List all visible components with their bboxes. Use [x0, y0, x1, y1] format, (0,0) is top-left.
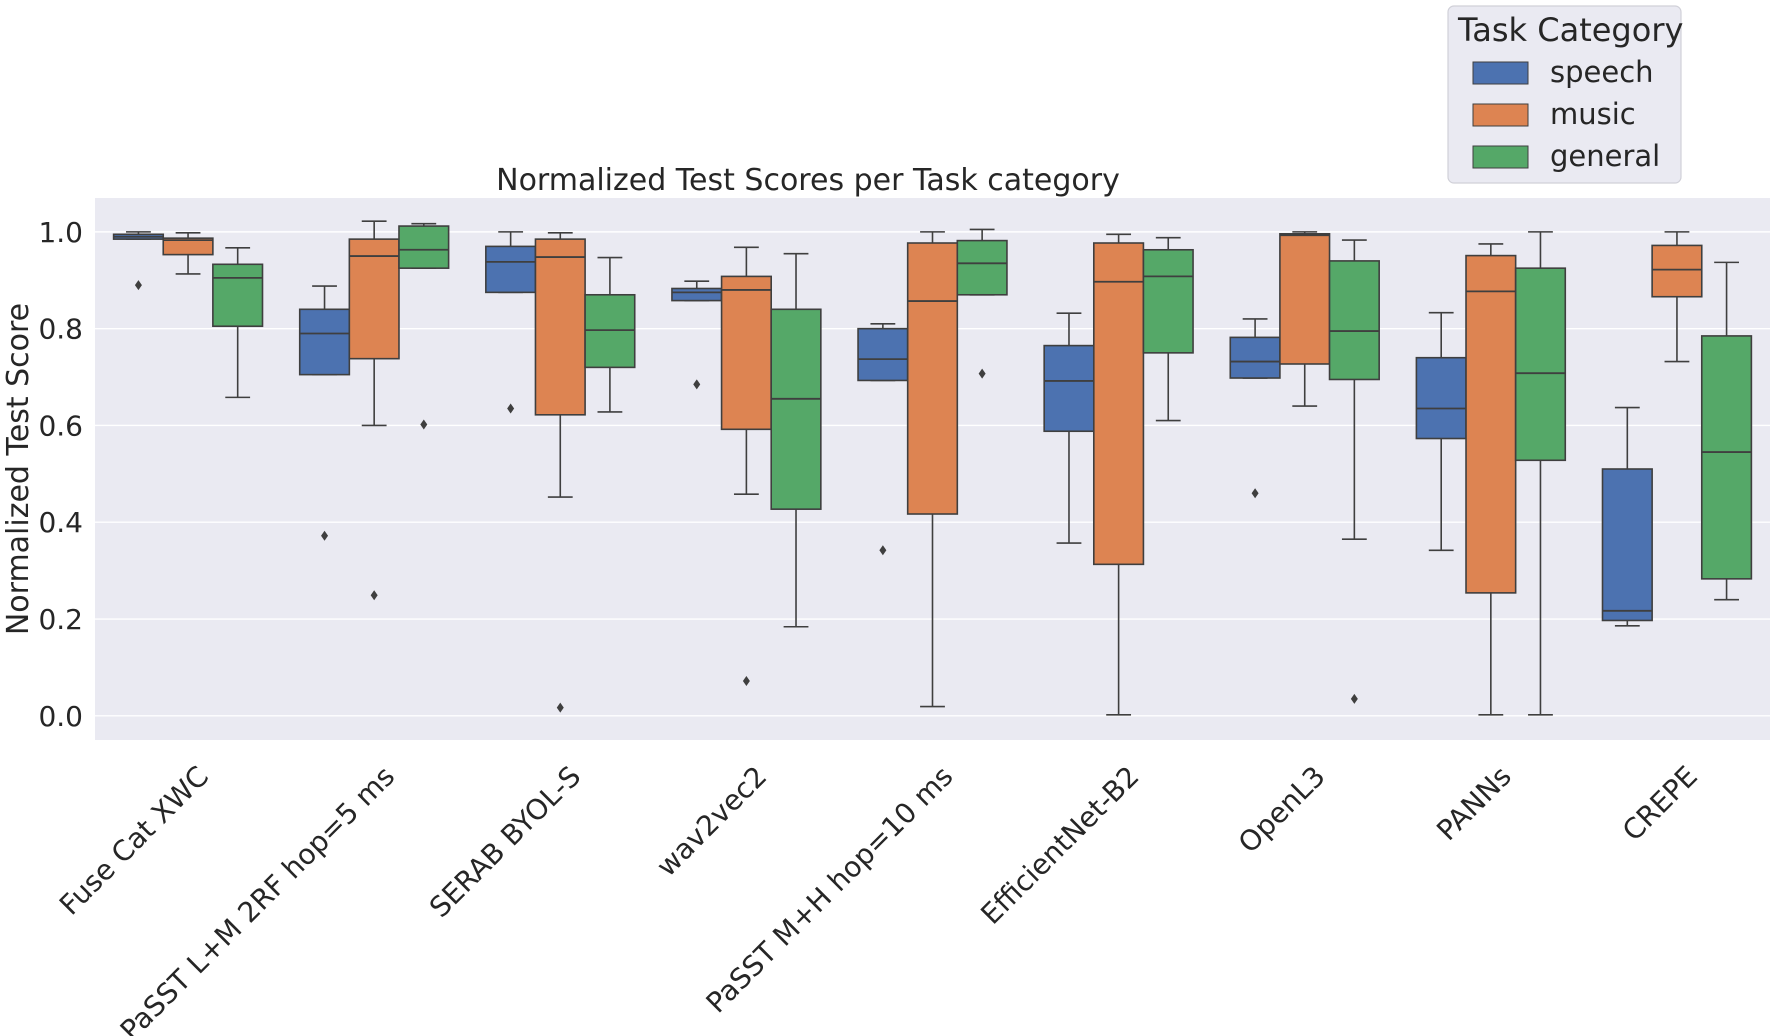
box-general [584, 256, 636, 413]
x-category-label: EfficientNet-B2 [974, 760, 1145, 931]
outlier-point [693, 379, 701, 390]
box-iqr [1043, 344, 1095, 433]
box-music [720, 246, 773, 686]
y-tick-label: 0.4 [38, 506, 83, 539]
box-iqr [1279, 233, 1331, 365]
x-category-label: Fuse Cat XWC [53, 760, 215, 922]
outlier-point [556, 702, 564, 713]
box-iqr [720, 275, 773, 431]
box-iqr [298, 308, 351, 376]
outlier-point [742, 675, 750, 686]
box-general [1142, 236, 1194, 422]
box-iqr [1700, 335, 1753, 580]
box-iqr [857, 327, 909, 382]
box-general [398, 222, 450, 430]
x-category-label: OpenL3 [1232, 760, 1332, 860]
legend: Task Category speech music general [1447, 5, 1683, 184]
box-music [1092, 233, 1145, 716]
box-speech [857, 323, 909, 556]
box-iqr [534, 238, 586, 416]
box-speech [1043, 312, 1095, 544]
box-iqr [1651, 244, 1703, 298]
box-music [906, 231, 959, 708]
box-general [1328, 239, 1380, 704]
box-iqr [1465, 254, 1517, 594]
outlier-point [321, 530, 329, 541]
x-category-label: CREPE [1616, 760, 1704, 848]
box-speech [1601, 406, 1653, 627]
y-tick-label: 0.6 [38, 409, 83, 442]
box-iqr [1092, 242, 1145, 566]
y-tick-label: 1.0 [38, 216, 83, 249]
legend-swatch-general [1472, 145, 1529, 169]
y-tick-label: 0.0 [38, 700, 83, 733]
chart-title: Normalized Test Scores per Task category [496, 163, 1120, 198]
y-tick-label: 0.8 [38, 313, 83, 346]
box-speech [1415, 311, 1467, 552]
legend-frame [1447, 5, 1682, 184]
box-speech [485, 231, 537, 414]
legend-swatch-music [1472, 103, 1529, 127]
box-iqr [770, 308, 822, 510]
box-iqr [1142, 248, 1194, 354]
x-category-label: SERAB BYOL-S [423, 760, 587, 924]
box-music [1279, 231, 1331, 407]
y-axis-title: Normalized Test Score [1, 303, 36, 635]
box-general [1700, 261, 1753, 601]
box-music [1651, 231, 1703, 363]
outlier-point [879, 545, 887, 556]
outlier-point [370, 590, 378, 601]
x-category-label: PANNs [1430, 760, 1517, 847]
box-iqr [1514, 267, 1567, 462]
box-iqr [1415, 356, 1467, 440]
y-tick-label: 0.2 [38, 603, 83, 636]
box-music [534, 232, 586, 713]
box-speech [1229, 318, 1281, 499]
legend-label-general: general [1550, 139, 1660, 173]
box-general [956, 228, 1008, 379]
outlier-point [978, 368, 986, 379]
box-iqr [584, 293, 636, 369]
box-iqr [162, 237, 214, 256]
box-speech [298, 285, 351, 541]
box-iqr [956, 239, 1008, 296]
outlier-point [420, 419, 428, 430]
box-iqr [1601, 468, 1653, 622]
outlier-point [1251, 488, 1259, 499]
outlier-point [1350, 693, 1358, 704]
outlier-point [507, 403, 515, 414]
legend-label-speech: speech [1550, 55, 1654, 89]
box-iqr [671, 287, 723, 302]
box-general [1514, 231, 1567, 716]
box-iqr [1328, 260, 1380, 381]
box-plots [112, 220, 1753, 716]
box-iqr [1229, 336, 1281, 379]
box-general [770, 252, 822, 628]
box-music [162, 232, 214, 275]
legend-swatch-speech [1472, 61, 1529, 85]
box-music [348, 220, 400, 601]
outlier-point [134, 280, 142, 291]
box-iqr [348, 238, 400, 360]
box-music [1465, 243, 1517, 716]
y-axis-ticks: 0.0 0.2 0.4 0.6 0.8 1.0 [38, 216, 83, 733]
x-category-label: wav2vec2 [650, 760, 773, 883]
box-iqr [212, 263, 264, 328]
legend-title: Task Category [1457, 11, 1683, 49]
box-general [212, 247, 264, 399]
box-speech [112, 231, 165, 291]
box-iqr [906, 242, 959, 515]
box-iqr [398, 225, 450, 269]
box-iqr [485, 245, 537, 294]
legend-label-music: music [1550, 97, 1636, 131]
